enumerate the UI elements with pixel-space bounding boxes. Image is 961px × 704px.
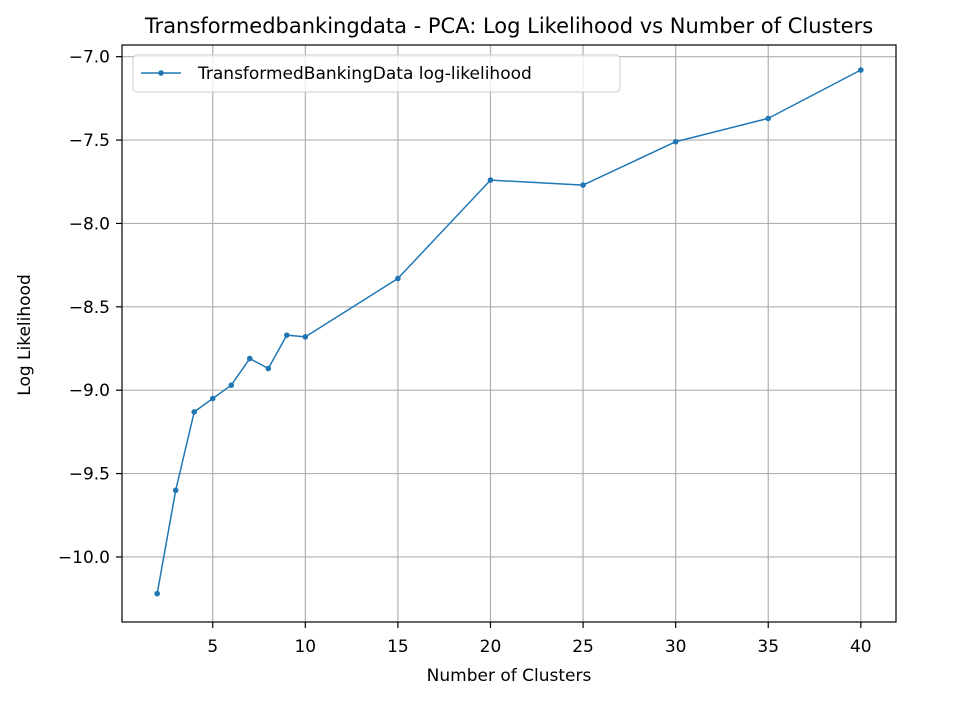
data-point xyxy=(672,138,679,145)
data-point xyxy=(858,67,864,73)
data-point xyxy=(191,409,198,415)
y-tick-label: −8.5 xyxy=(69,298,110,318)
data-point xyxy=(487,177,494,183)
ticks-layer: 5 10 15 20 25 30 35 40 −10.0 −9.5 −9.0 −8.5 −8.0 −7.5… xyxy=(58,48,872,657)
x-tick-label: 40 xyxy=(850,637,872,657)
data-point xyxy=(395,275,401,282)
chart-title: Transformedbankingdata - PCA: Log Likeli… xyxy=(144,14,873,38)
plot-frame xyxy=(121,44,897,623)
data-point xyxy=(246,355,253,362)
legend-swatch-marker xyxy=(158,70,164,76)
data-point xyxy=(154,590,160,597)
y-tick-label: −7.0 xyxy=(69,48,110,68)
x-tick-label: 10 xyxy=(294,637,316,657)
y-tick-label: −9.5 xyxy=(69,465,110,485)
y-tick-label: −8.0 xyxy=(69,214,110,234)
y-tick-label: −9.0 xyxy=(69,381,110,401)
y-tick-label: −7.5 xyxy=(69,131,110,151)
series-layer xyxy=(154,67,864,597)
data-point xyxy=(580,182,586,188)
x-tick-label: 35 xyxy=(757,637,779,657)
data-point xyxy=(228,382,235,388)
y-tick-label: −10.0 xyxy=(58,548,110,568)
x-axis-label: Number of Clusters xyxy=(427,666,592,686)
y-axis-label: Log Likelihood xyxy=(15,274,35,395)
x-tick-label: 15 xyxy=(387,637,409,657)
legend-label: TransformedBankingData log-likelihood xyxy=(197,64,532,84)
x-tick-label: 25 xyxy=(572,637,594,657)
data-point xyxy=(283,332,290,338)
data-point xyxy=(209,395,216,402)
legend-box xyxy=(132,54,621,93)
legend: TransformedBankingData log-likelihood xyxy=(132,54,621,93)
data-point xyxy=(302,334,309,340)
data-point xyxy=(265,365,272,372)
x-tick-label: 20 xyxy=(480,637,502,657)
x-tick-label: 5 xyxy=(207,637,218,657)
data-point xyxy=(765,115,772,122)
x-tick-label: 30 xyxy=(665,637,687,657)
data-point xyxy=(172,487,179,494)
